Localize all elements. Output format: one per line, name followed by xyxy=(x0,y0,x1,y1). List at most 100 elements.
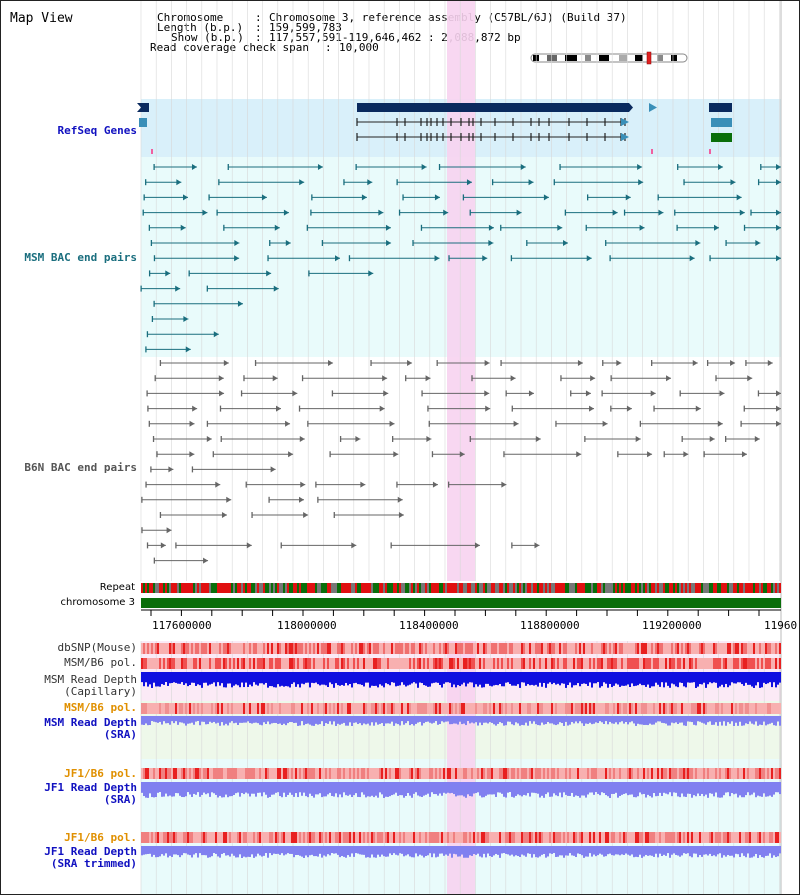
refseq-label[interactable]: RefSeq Genes xyxy=(57,124,137,137)
repeat-mark xyxy=(257,583,259,593)
depth-bar xyxy=(279,716,281,724)
polymorphism-cell xyxy=(365,768,367,779)
polymorphism-cell xyxy=(447,658,449,669)
polymorphism-cell xyxy=(395,643,397,654)
depth-bar xyxy=(713,672,715,683)
msm-b6-pol-label-1[interactable]: MSM/B6 pol. xyxy=(64,656,137,669)
msm-depth-cap-label-1[interactable]: MSM Read Depth xyxy=(44,673,137,686)
polymorphism-cell xyxy=(241,658,243,669)
depth-bar xyxy=(277,782,279,793)
depth-bar xyxy=(293,782,295,797)
polymorphism-cell xyxy=(621,658,623,669)
depth-bar xyxy=(231,782,233,797)
depth-bar xyxy=(759,672,761,688)
repeat-label: Repeat xyxy=(99,582,135,593)
depth-bar xyxy=(443,846,445,856)
repeat-mark xyxy=(611,583,613,593)
depth-bar xyxy=(417,716,419,723)
depth-bar xyxy=(161,782,163,797)
polymorphism-cell xyxy=(169,703,171,714)
depth-bar xyxy=(461,672,463,685)
polymorphism-cell xyxy=(249,832,251,843)
polymorphism-cell xyxy=(347,703,349,714)
depth-bar xyxy=(477,782,479,793)
polymorphism-cell xyxy=(143,658,145,669)
depth-bar xyxy=(181,672,183,683)
polymorphism-cell xyxy=(395,768,397,779)
polymorphism-cell xyxy=(765,658,767,669)
depth-bar xyxy=(647,716,649,726)
polymorphism-cell xyxy=(329,832,331,843)
polymorphism-cell xyxy=(657,768,659,779)
polymorphism-cell xyxy=(599,832,601,843)
polymorphism-cell xyxy=(745,768,747,779)
depth-bar xyxy=(725,672,727,684)
polymorphism-cell xyxy=(289,643,291,654)
depth-bar xyxy=(373,672,375,686)
depth-bar xyxy=(433,716,435,723)
depth-bar xyxy=(161,672,163,685)
depth-bar xyxy=(203,782,205,793)
jf1-depth-sra-label-1[interactable]: JF1 Read Depth xyxy=(44,781,137,794)
polymorphism-cell xyxy=(147,703,149,714)
gene-block xyxy=(711,133,732,142)
depth-bar xyxy=(229,782,231,797)
polymorphism-cell xyxy=(463,658,465,669)
repeat-mark xyxy=(681,583,683,593)
polymorphism-cell xyxy=(249,768,251,779)
b6n-bac-label[interactable]: B6N BAC end pairs xyxy=(24,461,137,474)
polymorphism-cell xyxy=(693,768,695,779)
msm-bac-label[interactable]: MSM BAC end pairs xyxy=(24,251,137,264)
msm-b6-pol-label-2[interactable]: MSM/B6 pol. xyxy=(64,701,137,714)
polymorphism-cell xyxy=(485,768,487,779)
polymorphism-cell xyxy=(575,768,577,779)
polymorphism-cell xyxy=(553,643,555,654)
depth-bar xyxy=(185,716,187,726)
depth-bar xyxy=(627,846,629,855)
polymorphism-cell xyxy=(501,832,503,843)
depth-bar xyxy=(399,716,401,726)
polymorphism-cell xyxy=(447,703,449,714)
polymorphism-cell xyxy=(227,703,229,714)
depth-bar xyxy=(183,782,185,798)
polymorphism-cell xyxy=(393,658,395,669)
polymorphism-cell xyxy=(285,832,287,843)
depth-bar xyxy=(415,716,417,724)
polymorphism-cell xyxy=(183,703,185,714)
jf1-depth-trim-label-1[interactable]: JF1 Read Depth xyxy=(44,845,137,858)
depth-bar xyxy=(403,672,405,685)
polymorphism-cell xyxy=(695,768,697,779)
polymorphism-cell xyxy=(205,658,207,669)
polymorphism-cell xyxy=(477,658,479,669)
repeat-mark xyxy=(693,583,695,593)
depth-bar xyxy=(479,782,481,796)
bac-end xyxy=(221,512,227,518)
polymorphism-cell xyxy=(537,658,539,669)
polymorphism-cell xyxy=(589,643,591,654)
polymorphism-cell xyxy=(463,832,465,843)
repeat-mark xyxy=(497,583,499,593)
polymorphism-cell xyxy=(659,832,661,843)
msm-depth-sra-label-1[interactable]: MSM Read Depth xyxy=(44,716,137,729)
depth-bar xyxy=(459,782,461,796)
depth-bar xyxy=(671,716,673,723)
depth-bar xyxy=(323,672,325,685)
jf1-b6-pol-label-2[interactable]: JF1/B6 pol. xyxy=(64,831,137,844)
polymorphism-cell xyxy=(759,643,761,654)
depth-bar xyxy=(205,672,207,683)
polymorphism-cell xyxy=(483,832,485,843)
depth-bar xyxy=(621,716,623,722)
polymorphism-cell xyxy=(683,643,685,654)
dbsnp-label[interactable]: dbSNP(Mouse) xyxy=(57,641,137,654)
polymorphism-cell xyxy=(221,768,223,779)
repeat-mark xyxy=(479,583,481,593)
depth-bar xyxy=(641,782,643,795)
repeat-mark xyxy=(427,583,429,593)
repeat-mark xyxy=(623,583,625,593)
polymorphism-cell xyxy=(641,643,643,654)
polymorphism-cell xyxy=(719,658,721,669)
jf1-b6-pol-label-1[interactable]: JF1/B6 pol. xyxy=(64,767,137,780)
polymorphism-cell xyxy=(391,703,393,714)
depth-bar xyxy=(419,672,421,683)
